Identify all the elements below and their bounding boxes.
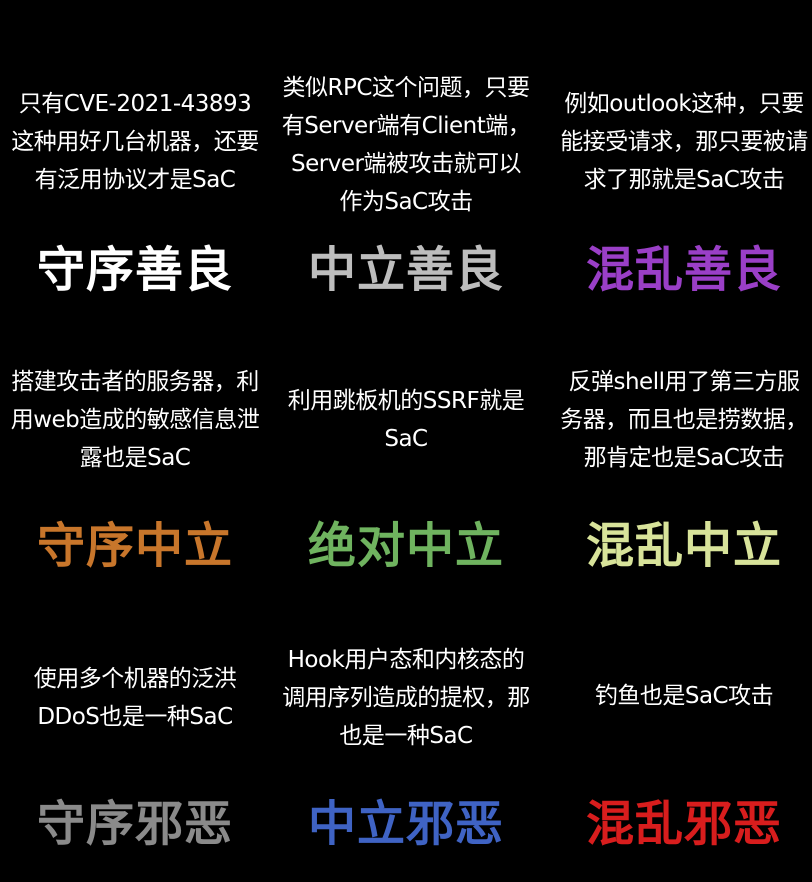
alignment-label: 混乱中立 — [585, 518, 782, 574]
cell-lawful-good: 只有CVE-2021-43893这种用好几台机器，还要有泛用协议才是SaC 守序… — [0, 0, 270, 310]
cell-description: 搭建攻击者的服务器，利用web造成的敏感信息泄露也是SaC — [10, 369, 260, 471]
cell-description: Hook用户态和内核态的调用序列造成的提权，那也是一种SaC — [282, 647, 530, 749]
cell-description: 只有CVE-2021-43893这种用好几台机器，还要有泛用协议才是SaC — [11, 91, 259, 193]
cell-lawful-evil: 使用多个机器的泛洪DDoS也是一种SaC 守序邪恶 — [0, 590, 270, 882]
cell-description: 使用多个机器的泛洪DDoS也是一种SaC — [33, 666, 237, 730]
cell-neutral-good: 类似RPC这个问题，只要有Server端有Client端，Server端被攻击就… — [271, 0, 541, 310]
cell-chaotic-neutral: 反弹shell用了第三方服务器，而且也是捞数据，那肯定也是SaC攻击 混乱中立 — [549, 310, 812, 590]
cell-chaotic-evil: 钓鱼也是SaC攻击 混乱邪恶 — [549, 590, 812, 882]
alignment-label: 混乱善良 — [585, 242, 782, 298]
cell-chaotic-good: 例如outlook这种，只要能接受请求，那只要被请求了那就是SaC攻击 混乱善良 — [549, 0, 812, 310]
alignment-label: 中立善良 — [307, 242, 504, 298]
cell-neutral-evil: Hook用户态和内核态的调用序列造成的提权，那也是一种SaC 中立邪恶 — [271, 590, 541, 882]
cell-description: 利用跳板机的SSRF就是SaC — [287, 388, 525, 452]
cell-description: 例如outlook这种，只要能接受请求，那只要被请求了那就是SaC攻击 — [560, 91, 808, 193]
alignment-label: 绝对中立 — [307, 518, 504, 574]
cell-description: 反弹shell用了第三方服务器，而且也是捞数据，那肯定也是SaC攻击 — [560, 369, 808, 471]
cell-lawful-neutral: 搭建攻击者的服务器，利用web造成的敏感信息泄露也是SaC 守序中立 — [0, 310, 270, 590]
alignment-label: 守序善良 — [36, 242, 233, 298]
cell-description: 钓鱼也是SaC攻击 — [594, 683, 774, 709]
alignment-label: 混乱邪恶 — [585, 796, 782, 852]
alignment-label: 中立邪恶 — [307, 796, 504, 852]
alignment-label: 守序中立 — [36, 518, 233, 574]
cell-description: 类似RPC这个问题，只要有Server端有Client端，Server端被攻击就… — [281, 75, 531, 215]
cell-true-neutral: 利用跳板机的SSRF就是SaC 绝对中立 — [271, 310, 541, 590]
alignment-label: 守序邪恶 — [36, 796, 233, 852]
